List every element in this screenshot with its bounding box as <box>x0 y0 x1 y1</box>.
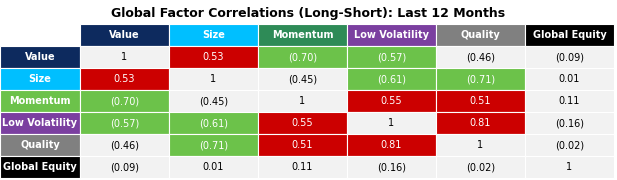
Bar <box>0 68 80 90</box>
Bar <box>436 24 525 46</box>
Bar <box>80 90 169 112</box>
Bar <box>347 156 436 178</box>
Bar <box>436 68 525 90</box>
Bar <box>347 112 436 134</box>
Bar <box>258 46 347 68</box>
Bar <box>80 112 169 134</box>
Text: Global Equity: Global Equity <box>532 30 607 40</box>
Bar <box>258 68 347 90</box>
Text: (0.45): (0.45) <box>288 74 317 84</box>
Bar <box>347 24 436 46</box>
Bar <box>436 134 525 156</box>
Bar <box>347 68 436 90</box>
Text: (0.70): (0.70) <box>110 96 139 106</box>
Text: 0.81: 0.81 <box>381 140 402 150</box>
Text: 1: 1 <box>389 118 394 128</box>
Text: Low Volatility: Low Volatility <box>354 30 429 40</box>
Text: Momentum: Momentum <box>271 30 333 40</box>
Text: (0.71): (0.71) <box>199 140 228 150</box>
Bar <box>169 24 258 46</box>
Bar <box>258 90 347 112</box>
Text: 0.11: 0.11 <box>292 162 313 172</box>
Bar <box>258 112 347 134</box>
Text: 1: 1 <box>210 74 217 84</box>
Text: Value: Value <box>109 30 140 40</box>
Text: 0.81: 0.81 <box>470 118 491 128</box>
Bar <box>525 24 614 46</box>
Text: (0.02): (0.02) <box>555 140 584 150</box>
Bar <box>169 90 258 112</box>
Bar <box>0 134 80 156</box>
Bar <box>258 134 347 156</box>
Bar <box>80 156 169 178</box>
Text: (0.45): (0.45) <box>199 96 228 106</box>
Bar <box>80 24 169 46</box>
Bar <box>80 68 169 90</box>
Bar <box>525 90 614 112</box>
Bar <box>258 156 347 178</box>
Text: (0.09): (0.09) <box>110 162 139 172</box>
Bar <box>80 46 169 68</box>
Bar <box>525 156 614 178</box>
Bar <box>169 156 258 178</box>
Text: Quality: Quality <box>461 30 500 40</box>
Bar <box>347 134 436 156</box>
Text: Size: Size <box>202 30 225 40</box>
Text: 0.55: 0.55 <box>292 118 313 128</box>
Text: (0.46): (0.46) <box>110 140 139 150</box>
Bar <box>0 90 80 112</box>
Text: (0.71): (0.71) <box>466 74 495 84</box>
Text: (0.61): (0.61) <box>199 118 228 128</box>
Text: Momentum: Momentum <box>9 96 71 106</box>
Bar <box>169 134 258 156</box>
Text: 0.11: 0.11 <box>559 96 580 106</box>
Text: (0.61): (0.61) <box>377 74 406 84</box>
Text: (0.16): (0.16) <box>377 162 406 172</box>
Text: (0.57): (0.57) <box>377 52 406 62</box>
Bar <box>525 134 614 156</box>
Bar <box>169 68 258 90</box>
Text: 1: 1 <box>566 162 573 172</box>
Text: 0.01: 0.01 <box>559 74 580 84</box>
Text: 1: 1 <box>478 140 484 150</box>
Text: Global Equity: Global Equity <box>3 162 77 172</box>
Text: (0.02): (0.02) <box>466 162 495 172</box>
Bar <box>436 156 525 178</box>
Bar <box>169 46 258 68</box>
Bar <box>525 112 614 134</box>
Bar <box>0 46 80 68</box>
Bar <box>347 90 436 112</box>
Text: 1: 1 <box>299 96 305 106</box>
Text: 0.53: 0.53 <box>203 52 224 62</box>
Text: 0.51: 0.51 <box>292 140 313 150</box>
Bar <box>0 112 80 134</box>
Text: (0.46): (0.46) <box>466 52 495 62</box>
Text: 0.01: 0.01 <box>203 162 224 172</box>
Text: Low Volatility: Low Volatility <box>2 118 78 128</box>
Bar <box>436 112 525 134</box>
Text: Value: Value <box>25 52 56 62</box>
Text: 0.51: 0.51 <box>470 96 491 106</box>
Text: Quality: Quality <box>20 140 60 150</box>
Bar <box>347 46 436 68</box>
Bar <box>525 68 614 90</box>
Bar <box>80 134 169 156</box>
Text: 0.53: 0.53 <box>114 74 135 84</box>
Text: Global Factor Correlations (Long-Short): Last 12 Months: Global Factor Correlations (Long-Short):… <box>112 8 505 21</box>
Bar <box>169 112 258 134</box>
Bar <box>0 156 80 178</box>
Text: 0.55: 0.55 <box>381 96 402 106</box>
Text: (0.57): (0.57) <box>110 118 139 128</box>
Text: 1: 1 <box>122 52 128 62</box>
Text: (0.70): (0.70) <box>288 52 317 62</box>
Bar <box>436 46 525 68</box>
Text: (0.16): (0.16) <box>555 118 584 128</box>
Text: (0.09): (0.09) <box>555 52 584 62</box>
Bar <box>436 90 525 112</box>
Bar <box>525 46 614 68</box>
Text: Size: Size <box>28 74 51 84</box>
Bar <box>258 24 347 46</box>
